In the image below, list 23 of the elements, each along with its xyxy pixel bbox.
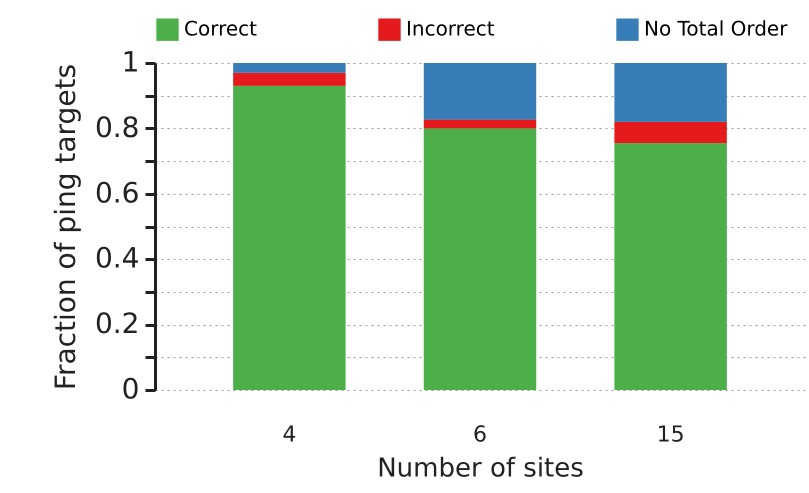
bar [424,120,536,128]
y-tick-label: 0.8 [94,110,140,144]
y-tick-label: 0.6 [94,176,140,210]
bar [614,143,727,390]
y-axis-title: Fraction of ping targets [48,64,82,390]
y-tick-label: 1 [122,46,140,78]
y-tick-label: 0.2 [94,307,140,340]
x-tick-label: 4 [282,422,296,448]
x-tick-label: 15 [656,422,685,448]
x-tick-label: 6 [473,422,487,448]
y-tick-label: 0.4 [94,242,140,275]
bar [424,128,536,390]
x-axis-title: Number of sites [377,454,584,484]
legend-label: No Total Order [644,16,788,41]
y-tick-label: 0 [122,372,140,406]
bar [233,72,346,86]
legend-label: Incorrect [406,16,495,41]
bar [233,86,346,390]
bar [233,63,346,73]
legend-label: Correct [184,16,258,41]
bar [424,63,536,120]
bar [614,122,727,144]
bar [614,63,727,122]
